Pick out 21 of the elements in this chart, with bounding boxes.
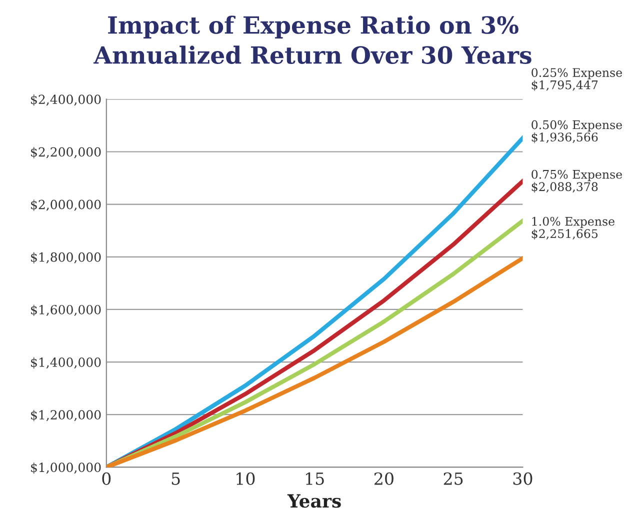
x-axis-title: Years [287,494,341,508]
text: 1.0% Expense $2,251,665 [532,216,614,240]
x-tick-label: 0 [102,472,111,485]
y-tick-label: $1,200,000 [31,410,101,422]
y-tick-label: $2,400,000 [31,94,101,106]
chart-title: Impact of Expense Ratio on 3% Annualized Return Over 30 Years [93,16,532,64]
y-tick-label: $2,000,000 [31,200,101,211]
x-tick-label: 25 [444,472,463,485]
x-tick-label: 20 [374,472,394,485]
y-tick-label: $1,400,000 [31,357,101,369]
x-tick-label: 10 [236,472,255,485]
text: 0.50% Expense $1,936,566 [532,120,622,144]
x-tick-label: 15 [306,472,324,485]
text: 0.75% Expense $2,088,378 [532,170,622,193]
x-tick-label: 5 [172,472,180,485]
y-tick-label: $1,800,000 [31,252,101,264]
y-tick-label: $1,000,000 [31,462,101,474]
x-tick-label: 30 [513,472,532,485]
y-tick-label: $2,200,000 [31,147,101,158]
text: 0.25% Expense $1,795,447 [532,68,622,91]
y-tick-label: $1,600,000 [31,304,101,316]
